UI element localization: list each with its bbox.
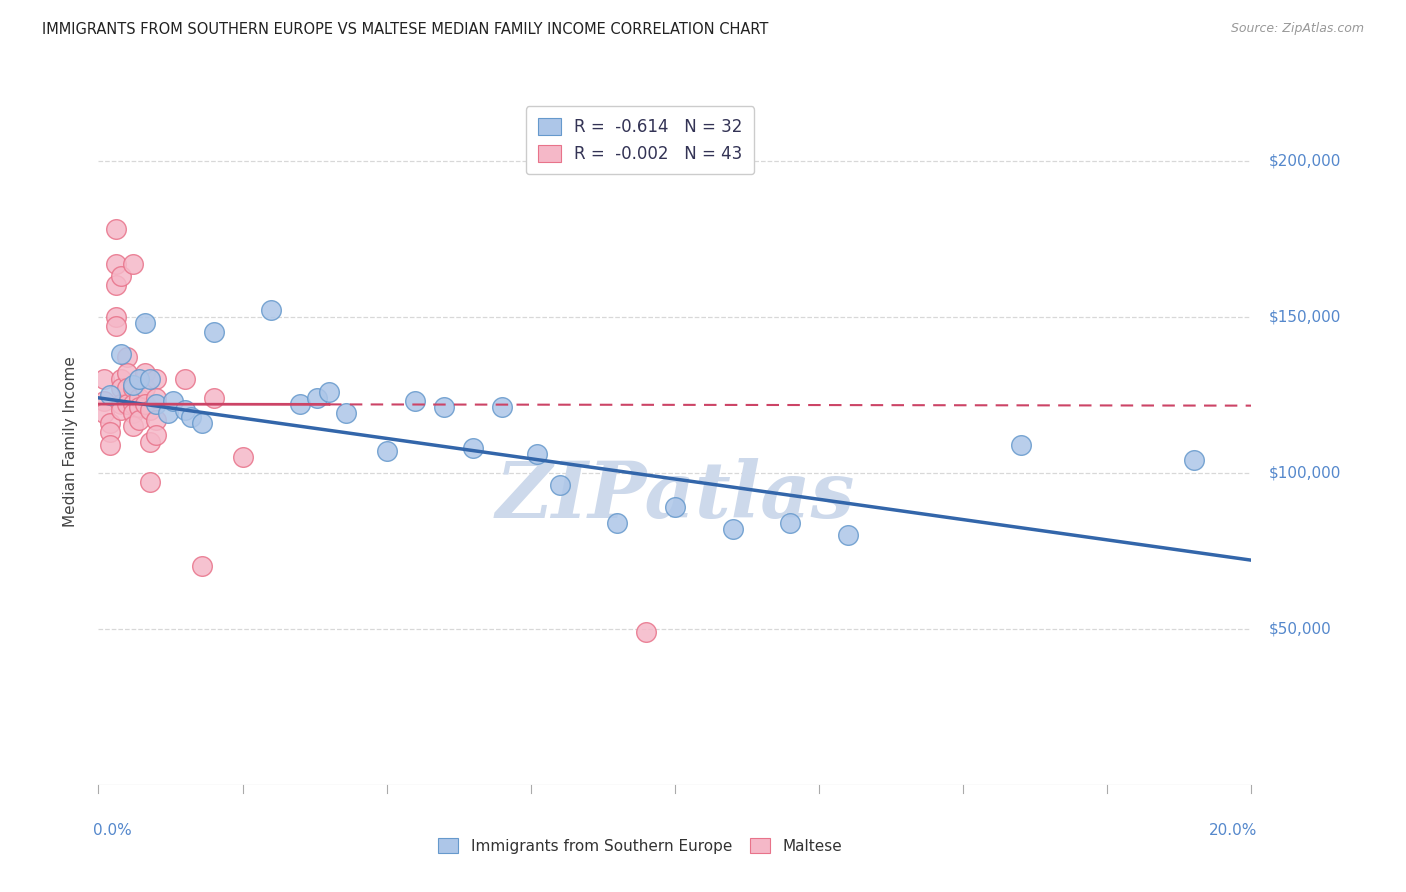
Point — [145, 397, 167, 411]
Point — [405, 393, 427, 408]
Point — [375, 443, 398, 458]
Point — [134, 366, 156, 380]
Point — [606, 516, 628, 530]
Point — [779, 516, 801, 530]
Point — [318, 384, 340, 399]
Text: $100,000: $100,000 — [1268, 466, 1341, 480]
Text: IMMIGRANTS FROM SOUTHERN EUROPE VS MALTESE MEDIAN FAMILY INCOME CORRELATION CHAR: IMMIGRANTS FROM SOUTHERN EUROPE VS MALTE… — [42, 22, 769, 37]
Point — [721, 522, 744, 536]
Point — [122, 407, 145, 421]
Point — [117, 366, 138, 380]
Point — [104, 318, 127, 333]
Point — [174, 403, 197, 417]
Point — [260, 303, 283, 318]
Point — [139, 434, 162, 449]
Point — [202, 325, 225, 339]
Point — [98, 416, 121, 430]
Point — [110, 347, 132, 361]
Point — [461, 441, 484, 455]
Point — [231, 450, 254, 464]
Point — [145, 372, 167, 386]
Point — [122, 397, 145, 411]
Point — [307, 391, 329, 405]
Point — [664, 500, 686, 514]
Point — [128, 412, 150, 427]
Point — [128, 400, 150, 414]
Point — [122, 418, 145, 433]
Point — [117, 350, 138, 364]
Point — [202, 391, 225, 405]
Y-axis label: Median Family Income: Median Family Income — [63, 356, 77, 527]
Point — [117, 397, 138, 411]
Point — [191, 559, 214, 574]
Point — [433, 400, 456, 414]
Point — [128, 391, 150, 405]
Point — [98, 425, 121, 439]
Point — [180, 409, 202, 424]
Point — [122, 378, 145, 392]
Point — [174, 372, 197, 386]
Point — [290, 397, 312, 411]
Legend: Immigrants from Southern Europe, Maltese: Immigrants from Southern Europe, Maltese — [433, 832, 848, 860]
Point — [128, 372, 150, 386]
Text: Source: ZipAtlas.com: Source: ZipAtlas.com — [1230, 22, 1364, 36]
Point — [139, 403, 162, 417]
Point — [104, 310, 127, 324]
Text: $200,000: $200,000 — [1268, 153, 1341, 168]
Point — [110, 372, 132, 386]
Point — [139, 372, 162, 386]
Point — [134, 316, 156, 330]
Point — [162, 393, 184, 408]
Point — [122, 382, 145, 396]
Point — [98, 438, 121, 452]
Point — [1010, 438, 1032, 452]
Point — [636, 624, 658, 639]
Text: 20.0%: 20.0% — [1209, 822, 1257, 838]
Point — [93, 407, 115, 421]
Point — [122, 257, 145, 271]
Point — [104, 222, 127, 236]
Point — [191, 416, 214, 430]
Point — [134, 397, 156, 411]
Point — [98, 387, 121, 401]
Point — [1182, 453, 1205, 467]
Point — [104, 278, 127, 293]
Point — [335, 407, 357, 421]
Point — [110, 403, 132, 417]
Point — [93, 372, 115, 386]
Point — [117, 382, 138, 396]
Point — [93, 393, 115, 408]
Point — [145, 391, 167, 405]
Point — [156, 407, 179, 421]
Point — [134, 382, 156, 396]
Point — [145, 412, 167, 427]
Text: 0.0%: 0.0% — [93, 822, 131, 838]
Point — [110, 382, 132, 396]
Point — [139, 475, 162, 489]
Text: $150,000: $150,000 — [1268, 310, 1341, 324]
Text: ZIPatlas: ZIPatlas — [495, 458, 855, 534]
Point — [110, 397, 132, 411]
Point — [837, 528, 859, 542]
Point — [526, 447, 548, 461]
Point — [104, 257, 127, 271]
Text: $50,000: $50,000 — [1268, 622, 1331, 636]
Point — [110, 269, 132, 284]
Point — [145, 428, 167, 442]
Point — [491, 400, 513, 414]
Point — [548, 478, 571, 492]
